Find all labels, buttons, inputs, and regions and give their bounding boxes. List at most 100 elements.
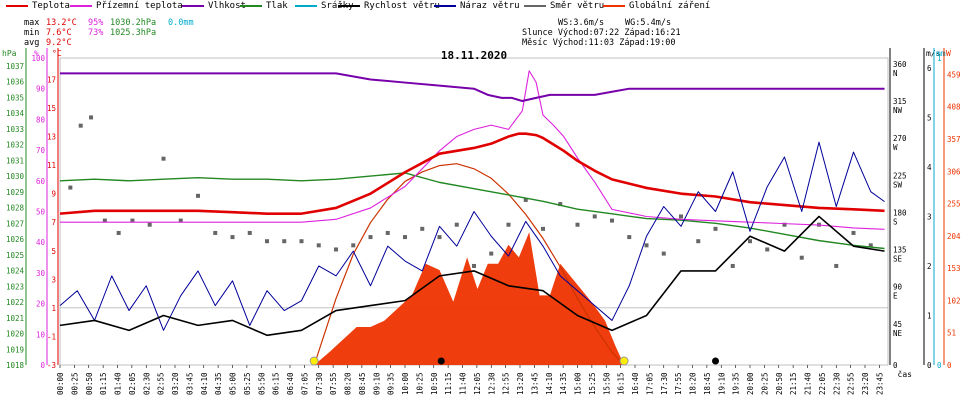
stat-wg: WG:5.4m/s xyxy=(625,18,672,28)
x-tick-label: 20:50 xyxy=(775,372,784,395)
stat-min-hum: 73% xyxy=(88,28,104,38)
tick-label: 51 xyxy=(947,329,956,338)
tick-label: -3 xyxy=(47,361,56,370)
legend-swatch xyxy=(295,4,317,7)
legend-label: Přízemní teplota xyxy=(96,1,183,11)
tick-label: 1021 xyxy=(6,314,24,323)
x-tick-label: 02:30 xyxy=(142,372,151,395)
stat-min-press: 1025.3hPa xyxy=(110,28,157,38)
tick-label: 408 xyxy=(947,103,961,112)
x-axis-label: čas xyxy=(898,369,913,379)
x-tick-label: 05:25 xyxy=(243,372,252,395)
tick-label: 1032 xyxy=(6,141,24,150)
x-tick-label: 10:00 xyxy=(401,372,410,395)
wind-direction-point xyxy=(161,156,166,161)
x-tick-label: 17:55 xyxy=(674,372,683,395)
wind-direction-point xyxy=(299,239,304,244)
stat-min-label: min xyxy=(24,28,40,38)
moonset-marker xyxy=(712,357,719,365)
tick-label: S xyxy=(893,217,898,226)
tick-label: 0 xyxy=(947,361,952,370)
wind-direction-point xyxy=(765,247,770,252)
tick-label: 1020 xyxy=(6,330,25,339)
x-tick-label: 13:20 xyxy=(516,372,525,395)
tick-label: 20 xyxy=(36,300,46,309)
stat-max-press: 1030.2hPa xyxy=(110,18,157,28)
axis-unit-wind: m/s xyxy=(926,49,941,58)
x-tick-label: 05:50 xyxy=(257,372,266,395)
wind-direction-point xyxy=(403,235,407,240)
axis-unit-temp: °C xyxy=(52,49,62,58)
tick-label: 6 xyxy=(927,64,932,73)
legend-item: Směr větru xyxy=(524,1,604,11)
x-tick-label: 15:25 xyxy=(588,372,597,395)
wind-direction-point xyxy=(782,222,787,227)
legend-item: Teplota xyxy=(6,1,70,11)
legend-item: Rychlost větru xyxy=(338,1,440,11)
series-n-raz-v-tru xyxy=(59,141,885,331)
wind-direction-point xyxy=(541,226,545,231)
legend-swatch xyxy=(240,4,262,7)
tick-label: 60 xyxy=(36,177,46,186)
series-rychlost-v-tru xyxy=(59,215,885,337)
x-tick-label: 09:10 xyxy=(372,372,381,395)
tick-label: 13 xyxy=(47,133,56,142)
x-tick-label: 17:30 xyxy=(660,372,669,395)
x-tick-label: 00:50 xyxy=(85,372,94,395)
wind-direction-point xyxy=(696,239,701,244)
x-tick-label: 06:40 xyxy=(286,372,295,395)
wind-direction-point xyxy=(213,230,218,235)
legend-label: Tlak xyxy=(266,1,288,11)
x-tick-label: 05:00 xyxy=(229,372,238,395)
tick-label: 1027 xyxy=(6,219,24,228)
wind-direction-point xyxy=(385,230,390,235)
tick-label: 11 xyxy=(47,161,56,170)
legend-swatch xyxy=(70,4,92,7)
wind-direction-point xyxy=(799,255,804,260)
stat-ws: WS:3.6m/s xyxy=(558,18,605,28)
legend-item: Srážky xyxy=(295,1,354,11)
stat-max-temp: 13.2°C xyxy=(46,18,77,28)
x-tick-label: 01:15 xyxy=(99,372,108,395)
wind-direction-point xyxy=(627,235,632,240)
tick-label: 0 xyxy=(937,361,942,370)
x-tick-label: 16:40 xyxy=(631,372,640,395)
stat-min-temp: 7.6°C xyxy=(46,28,72,38)
chart-title: 18.11.2020 xyxy=(441,49,507,62)
tick-label: 1030 xyxy=(6,172,25,181)
tick-label: 1022 xyxy=(6,298,24,307)
x-tick-label: 15:50 xyxy=(602,372,611,395)
tick-label: 3 xyxy=(51,275,56,284)
x-tick-label: 23:20 xyxy=(861,372,870,395)
x-tick-label: 08:20 xyxy=(344,372,353,395)
tick-label: E xyxy=(893,292,898,301)
tick-label: 1018 xyxy=(6,361,25,370)
x-tick-label: 06:15 xyxy=(272,372,281,395)
wind-direction-point xyxy=(351,243,356,248)
x-tick-label: 21:15 xyxy=(789,372,798,395)
x-tick-label: 22:30 xyxy=(832,372,841,395)
legend-label: Rychlost větru xyxy=(364,1,440,11)
legend-label: Globální záření xyxy=(629,1,711,11)
stat-moon: Měsíc Východ:11:03 Západ:19:00 xyxy=(522,38,676,48)
stats-panel: max 13.2°C 95% 1030.2hPa 0.0mm min 7.6°C… xyxy=(0,16,966,50)
x-tick-label: 17:05 xyxy=(645,372,654,395)
legend-label: Srážky xyxy=(321,1,354,11)
tick-label: 1019 xyxy=(6,345,24,354)
tick-label: 1024 xyxy=(6,267,25,276)
tick-label: 17 xyxy=(47,75,56,84)
x-tick-label: 00:00 xyxy=(56,372,65,395)
legend-swatch xyxy=(182,4,204,7)
tick-label: 153 xyxy=(947,264,961,273)
wind-direction-point xyxy=(575,222,580,227)
tick-label: 2 xyxy=(927,262,932,271)
tick-label: 90 xyxy=(893,283,903,292)
axis-unit-rain: mm xyxy=(936,49,946,58)
legend-label: Směr větru xyxy=(550,1,605,11)
tick-label: 180 xyxy=(893,208,907,217)
wind-direction-point xyxy=(610,218,614,223)
wind-direction-point xyxy=(558,202,563,207)
tick-label: 3 xyxy=(927,212,932,221)
tick-label: 15 xyxy=(47,104,56,113)
tick-label: 100 xyxy=(31,54,45,63)
